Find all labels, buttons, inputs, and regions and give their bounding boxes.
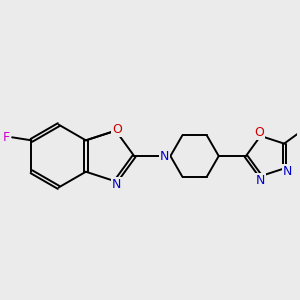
- Text: O: O: [112, 123, 122, 136]
- Text: F: F: [2, 131, 10, 144]
- Text: N: N: [283, 165, 292, 178]
- Text: N: N: [256, 175, 265, 188]
- Text: N: N: [112, 178, 122, 191]
- Text: N: N: [160, 149, 169, 163]
- Text: O: O: [254, 126, 264, 140]
